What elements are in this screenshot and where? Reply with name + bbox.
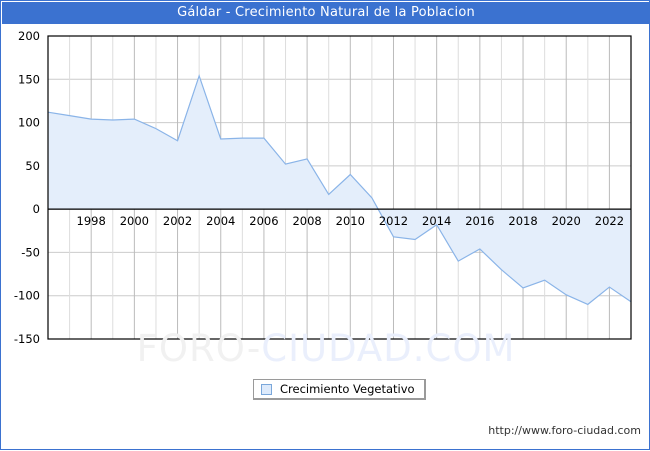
y-tick-label: -150 xyxy=(14,332,40,346)
series-area-crecimiento-vegetativo xyxy=(47,73,632,306)
x-tick-label: 2000 xyxy=(120,214,149,228)
x-tick-label: 2020 xyxy=(552,214,581,228)
x-tick-label: 2004 xyxy=(206,214,235,228)
legend-label: Crecimiento Vegetativo xyxy=(280,382,415,396)
y-tick-label: 200 xyxy=(18,29,40,43)
y-tick-label: 100 xyxy=(18,116,40,130)
x-tick-label: 2022 xyxy=(595,214,624,228)
x-tick-label: 2018 xyxy=(508,214,537,228)
x-tick-label: 2010 xyxy=(336,214,365,228)
x-tick-label: 2006 xyxy=(249,214,278,228)
y-tick-label: 50 xyxy=(25,159,40,173)
y-tick-label: 150 xyxy=(18,72,40,86)
y-tick-label: -100 xyxy=(14,289,40,303)
chart-legend[interactable]: Crecimiento Vegetativo xyxy=(253,379,426,400)
axes xyxy=(47,35,632,340)
x-tick-label: 2012 xyxy=(379,214,408,228)
x-tick-label: 2002 xyxy=(163,214,192,228)
window-title: Gáldar - Crecimiento Natural de la Pobla… xyxy=(2,2,650,24)
x-axis-tick-labels: 1998 2000 2002 2004 2006 2008 2010 2012 2014 2016… xyxy=(77,214,625,228)
y-axis-tick-labels: 200 150 100 50 0 -50 -100 -150 xyxy=(14,29,40,346)
legend-swatch-icon xyxy=(261,383,272,395)
source-url: http://www.foro-ciudad.com xyxy=(488,424,641,437)
line-area-chart: 200 150 100 50 0 -50 -100 -150 1998 2000 2002 2004… xyxy=(14,29,632,346)
x-tick-label: 1998 xyxy=(77,214,106,228)
y-tick-label: 0 xyxy=(33,202,40,216)
x-tick-label: 2016 xyxy=(465,214,494,228)
chart-area: 200 150 100 50 0 -50 -100 -150 1998 2000 2002 2004… xyxy=(1,24,650,451)
x-tick-label: 2014 xyxy=(422,214,451,228)
y-tick-label: -50 xyxy=(21,245,40,259)
x-tick-label: 2008 xyxy=(292,214,321,228)
